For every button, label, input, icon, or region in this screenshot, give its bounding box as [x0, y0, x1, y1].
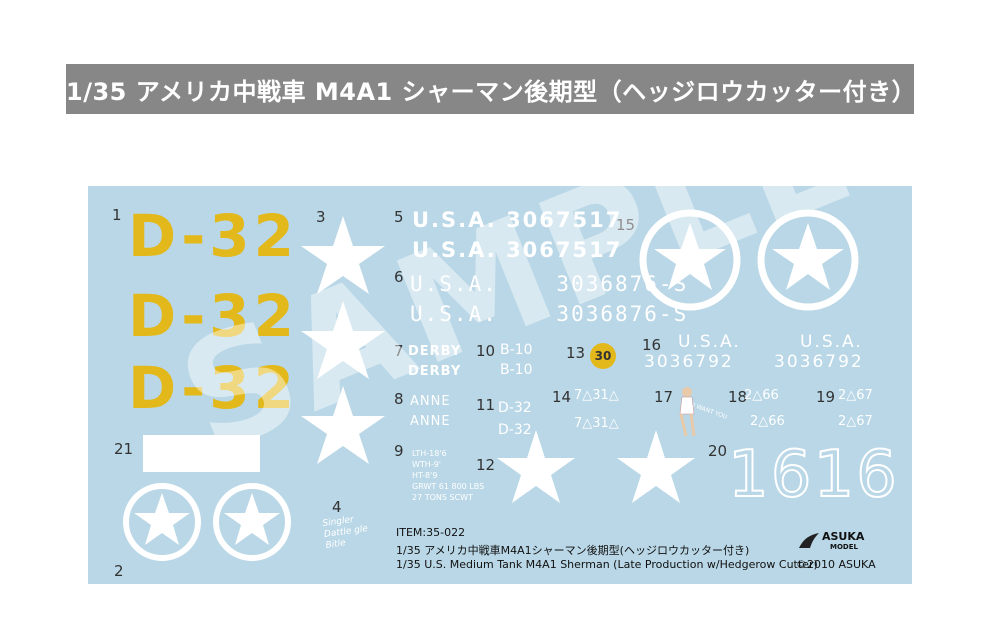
anne-decal: ANNE	[410, 394, 451, 409]
usa-serial-decal: U.S.A. 3036876-S	[410, 272, 689, 296]
decal-number-11: 11	[476, 396, 496, 414]
weight-line: GRWT 61 800 LBS	[412, 482, 485, 491]
roundel-star-icon	[213, 483, 291, 561]
decal-number-3: 3	[316, 208, 326, 226]
star-icon	[301, 301, 385, 379]
decal-number-7: 7	[394, 342, 404, 360]
decal-number-12: 12	[476, 456, 496, 474]
decal-number-4: 4	[332, 498, 342, 516]
usa-serial-decal: U.S.A. 3067517	[412, 238, 623, 262]
weight-line: 27 TONS SCWT	[412, 493, 473, 502]
page-title: 1/35 アメリカ中戦車 M4A1 シャーマン後期型（ヘッジロウカッター付き）	[66, 64, 916, 114]
roundel-star-icon	[639, 209, 741, 311]
star-icon	[301, 386, 385, 464]
star-decals-column	[301, 216, 385, 464]
usa-serial-decal: U.S.A.	[678, 332, 741, 352]
decal-number-15: 15	[616, 216, 636, 234]
decal-number-1: 1	[112, 206, 122, 224]
decal-number-9: 9	[394, 442, 404, 460]
decal-number-21: 21	[114, 440, 134, 458]
big-number-1616-decal: 1616	[727, 437, 899, 513]
star-icon	[497, 430, 575, 503]
usa-serial-decal: U.S.A. 3067517	[412, 208, 623, 232]
usa-serial-decal: 3036792	[644, 352, 734, 372]
weight-line: WTH-9'	[412, 460, 441, 469]
derby-decal: DERBY	[408, 344, 462, 359]
triangle-code-decal: 7△31△	[574, 388, 619, 403]
usa-serial-decal: U.S.A.	[800, 332, 863, 352]
roundel-pair-large	[639, 209, 859, 311]
badge-30-decal: 30	[590, 343, 616, 369]
pinup-girl-icon	[679, 387, 696, 437]
star-icon	[301, 216, 385, 294]
decal-number-18: 18	[728, 388, 748, 406]
anne-decal: ANNE	[410, 414, 451, 429]
roundel-star-icon	[757, 209, 859, 311]
roundel-pair	[123, 483, 291, 561]
code-266-decal: 2△66	[750, 414, 785, 429]
d32-yellow-decal: D-32	[128, 202, 299, 270]
weight-line: LTH-18'6	[412, 449, 447, 458]
star-decals-pair	[497, 430, 695, 503]
blank-white-decal	[143, 435, 260, 472]
decal-number-17: 17	[654, 388, 674, 406]
copyright: ©2010 ASUKA	[796, 558, 876, 571]
star-icon	[617, 430, 695, 503]
decal-number-16: 16	[642, 336, 662, 354]
d32-small-decal: D-32	[498, 400, 532, 416]
decal-number-13: 13	[566, 344, 586, 362]
code-266-decal: 2△66	[744, 388, 779, 403]
decal-number-8: 8	[394, 390, 404, 408]
decal-number-20: 20	[708, 442, 728, 460]
d32-yellow-decal: D-32	[128, 354, 299, 422]
decal-number-6: 6	[394, 268, 404, 286]
bird-logo-icon	[799, 533, 819, 548]
decal-number-5: 5	[394, 208, 404, 226]
d32-yellow-decal: D-32	[128, 282, 299, 350]
decal-number-10: 10	[476, 342, 496, 360]
code-267-decal: 2△67	[838, 414, 873, 429]
signature-decal: Singler Dattle gle Bitle	[322, 513, 370, 552]
d32-small-decal: D-32	[498, 422, 532, 438]
weight-line: HT-8'9	[412, 471, 438, 480]
decal-number-2: 2	[114, 562, 124, 580]
triangle-code-decal: 7△31△	[574, 416, 619, 431]
caption-japanese: 1/35 アメリカ中戦車M4A1シャーマン後期型(ヘッジロウカッター付き)	[396, 544, 750, 557]
roundel-star-icon	[123, 483, 201, 561]
brand-name: ASUKA	[822, 530, 865, 543]
weight-stencil-decal: LTH-18'6 WTH-9' HT-8'9 GRWT 61 800 LBS 2…	[412, 448, 484, 503]
decal-number-19: 19	[816, 388, 836, 406]
b10-decal: B-10	[500, 342, 533, 358]
derby-decal: DERBY	[408, 364, 462, 379]
decal-number-14: 14	[552, 388, 572, 406]
brand-sub: MODEL	[830, 543, 858, 551]
b10-decal: B-10	[500, 362, 533, 378]
code-267-decal: 2△67	[838, 388, 873, 403]
caption-english: 1/35 U.S. Medium Tank M4A1 Sherman (Late…	[396, 558, 818, 571]
usa-serial-decal: 3036792	[774, 352, 864, 372]
item-code: ITEM:35-022	[396, 526, 466, 539]
decal-sheet: 1 2 3 4 5 6 7 8 9 10 11 12 13 14 15 16 1…	[88, 186, 912, 584]
usa-serial-decal: U.S.A. 3036876-S	[410, 302, 689, 326]
